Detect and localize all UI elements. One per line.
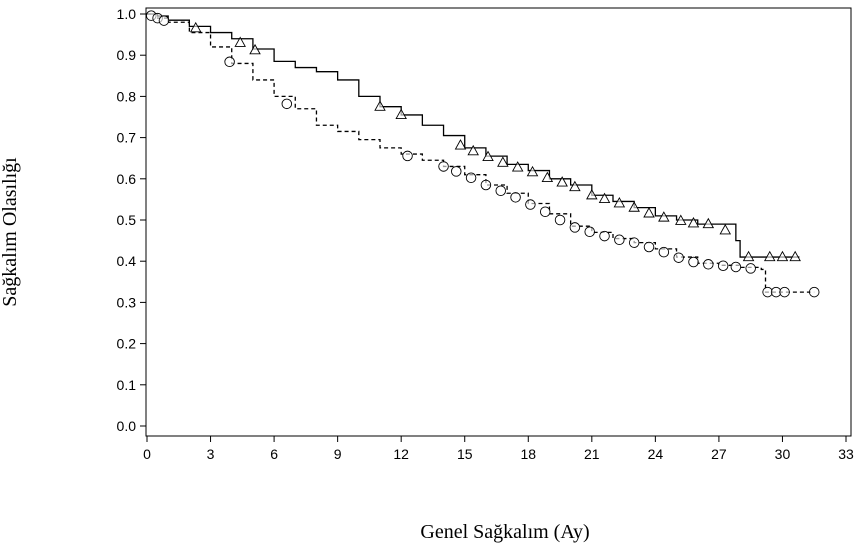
x-tick-label: 24 <box>648 446 664 462</box>
x-axis-title: Genel Sağkalım (Ay) <box>420 521 589 543</box>
x-tick-label: 21 <box>584 446 600 462</box>
y-tick-label: 0.2 <box>117 336 137 352</box>
y-tick-label: 0.8 <box>117 88 137 104</box>
censor-marker-circle <box>224 56 235 68</box>
x-tick-label: 33 <box>838 446 854 462</box>
censor-marker-circle <box>158 15 170 26</box>
x-tick-label: 15 <box>457 446 473 462</box>
censor-marker-circle <box>438 161 449 172</box>
censor-marker-triangle <box>541 171 554 183</box>
censor-marker-circle <box>658 246 670 258</box>
censor-marker-circle <box>703 259 714 270</box>
censor-marker-triangle <box>569 180 581 192</box>
censor-marker-circle <box>643 241 655 253</box>
censor-marker-triangle <box>586 188 598 200</box>
censor-marker-circle <box>673 252 684 263</box>
censor-marker-circle <box>451 166 462 177</box>
censor-marker-triangle <box>763 250 776 262</box>
x-tick-label: 27 <box>711 446 727 462</box>
censor-marker-circle <box>495 185 506 196</box>
censor-marker-circle <box>402 150 413 162</box>
x-tick-label: 12 <box>393 446 409 462</box>
censor-marker-circle <box>584 226 595 237</box>
y-tick-label: 0.3 <box>117 294 137 310</box>
censor-marker-triangle <box>628 201 640 212</box>
x-tick-label: 3 <box>207 446 215 462</box>
censor-marker-circle <box>779 286 790 298</box>
censor-marker-triangle <box>556 176 568 187</box>
censor-marker-circle <box>554 214 566 226</box>
y-tick-label: 0.7 <box>117 130 137 146</box>
censor-marker-triangle <box>511 161 524 172</box>
x-tick-label: 6 <box>270 446 278 462</box>
y-tick-label: 0.4 <box>117 253 137 269</box>
censor-marker-triangle <box>675 214 687 225</box>
x-tick-label: 0 <box>143 446 151 462</box>
censor-marker-triangle <box>687 216 700 228</box>
censor-marker-circle <box>480 179 492 191</box>
x-tick-label: 18 <box>520 446 536 462</box>
censor-marker-triangle <box>482 150 494 162</box>
y-axis-title: Sağkalım Olasılığı <box>0 157 21 307</box>
censor-marker-triangle <box>643 207 655 218</box>
plot-area <box>145 7 852 437</box>
censor-marker-circle <box>745 263 756 274</box>
y-tick-label: 1.0 <box>117 6 137 22</box>
censor-marker-triangle <box>702 217 715 229</box>
censor-marker-circle <box>599 230 610 242</box>
censor-marker-triangle <box>598 192 611 204</box>
censor-marker-circle <box>730 261 742 273</box>
censor-marker-triangle <box>776 250 789 262</box>
series-2 <box>145 10 820 298</box>
censor-marker-circle <box>614 234 625 246</box>
censor-marker-triangle <box>658 211 670 222</box>
y-tick-label: 0.5 <box>117 212 137 228</box>
x-tick-label: 9 <box>334 446 342 462</box>
censor-marker-circle <box>688 256 699 268</box>
series-2-line <box>147 13 815 293</box>
censor-marker-triangle <box>374 100 386 111</box>
censor-marker-triangle <box>789 250 801 262</box>
series-layer <box>145 10 820 298</box>
censor-marker-circle <box>525 199 536 210</box>
y-tick-label: 0.9 <box>117 47 137 63</box>
y-tick-label: 0.0 <box>117 418 137 434</box>
y-tick-label: 0.6 <box>117 171 137 187</box>
series-1-line <box>147 13 800 258</box>
censor-marker-triangle <box>467 144 479 156</box>
censor-marker-circle <box>465 172 477 184</box>
y-tick-label: 0.1 <box>117 377 137 393</box>
y-axis: 0.0 0.1 0.2 0.3 0.4 0.5 0.6 0.7 0.8 0.9 1.0 <box>117 6 146 434</box>
censor-marker-triangle <box>249 43 261 55</box>
censor-marker-triangle <box>234 36 246 47</box>
censor-marker-triangle <box>454 139 467 150</box>
censor-marker-circle <box>628 237 640 248</box>
censor-marker-circle <box>808 286 820 298</box>
censor-marker-circle <box>281 98 293 110</box>
x-tick-label: 30 <box>775 446 791 462</box>
censor-marker-triangle <box>526 165 539 177</box>
censor-marker-circle <box>717 260 729 271</box>
censor-marker-triangle <box>497 156 509 167</box>
censor-marker-circle <box>569 222 581 233</box>
censor-marker-triangle <box>395 108 407 119</box>
censor-marker-triangle <box>742 250 755 262</box>
censor-marker-triangle <box>189 21 202 33</box>
censor-marker-circle <box>510 192 521 203</box>
plot-border <box>145 7 852 437</box>
censor-marker-triangle <box>719 223 732 235</box>
censor-marker-circle <box>539 206 551 218</box>
censor-marker-triangle <box>613 196 626 208</box>
x-axis: 0 3 6 9 12 15 18 21 24 27 30 33 <box>143 436 854 462</box>
series-1 <box>147 13 801 262</box>
